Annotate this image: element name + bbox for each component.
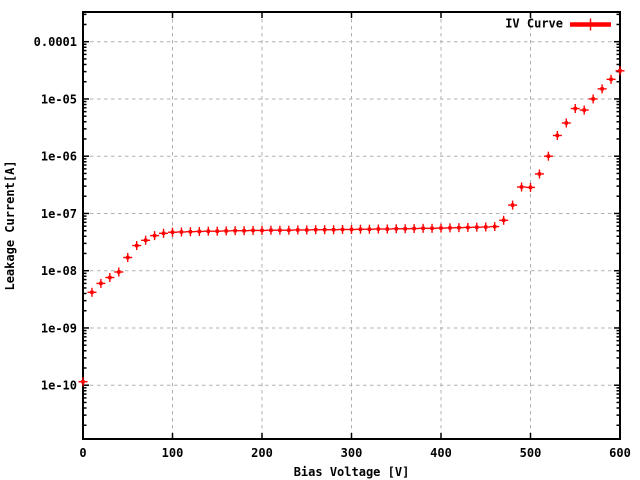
data-point-center <box>573 106 577 111</box>
data-point-center <box>385 227 389 231</box>
data-point-center <box>161 231 166 236</box>
data-point-center <box>412 226 416 231</box>
data-point-center <box>609 77 613 82</box>
data-point-center <box>537 172 542 176</box>
y-axis-title: Leakage Current[A] <box>3 160 17 290</box>
data-point-center <box>591 97 595 101</box>
data-point-center <box>99 281 103 286</box>
data-point-center <box>126 255 130 260</box>
data-point-center <box>430 226 434 231</box>
data-point-center <box>510 203 515 207</box>
data-point-center <box>367 227 372 231</box>
y-tick-label: 1e-10 <box>41 379 77 393</box>
data-point-center <box>260 228 264 233</box>
data-point-center <box>439 226 443 230</box>
grid-lines <box>83 12 620 439</box>
data-point-center <box>305 228 309 232</box>
y-tick-label: 1e-05 <box>41 92 77 106</box>
data-point-center <box>206 229 210 233</box>
data-point-center <box>484 225 488 229</box>
data-point-center <box>233 228 237 233</box>
data-point-center <box>528 185 533 190</box>
data-point-center <box>117 270 121 274</box>
data-point-center <box>331 228 336 232</box>
data-point-center <box>90 290 94 294</box>
data-point-center <box>143 238 148 242</box>
data-point-center <box>618 69 622 73</box>
data-point-center <box>394 227 398 231</box>
data-point-center <box>493 224 497 229</box>
data-point-center <box>269 228 273 232</box>
data-point-center <box>600 87 604 91</box>
x-tick-label: 300 <box>341 446 363 460</box>
legend: IV Curve <box>505 17 611 31</box>
data-point-center <box>224 229 228 233</box>
legend-label: IV Curve <box>505 17 563 31</box>
data-point-center <box>546 154 551 158</box>
data-point-center <box>81 380 85 384</box>
data-point-center <box>251 228 255 233</box>
data-point-center <box>179 230 184 234</box>
data-point-center <box>457 225 461 230</box>
data-point-center <box>296 228 300 232</box>
data-point-center <box>322 228 327 232</box>
data-point-center <box>278 228 282 232</box>
x-tick-label: 0 <box>79 446 86 460</box>
data-point-center <box>197 229 202 234</box>
data-point-center <box>170 230 175 234</box>
x-tick-label: 600 <box>609 446 631 460</box>
data-point-center <box>314 228 318 232</box>
y-tick-label: 0.0001 <box>34 35 77 49</box>
data-point-center <box>215 229 219 233</box>
x-tick-label: 400 <box>430 446 452 460</box>
data-point-center <box>135 243 139 248</box>
data-points <box>78 66 625 387</box>
data-point-center <box>564 121 568 125</box>
axis-ticks <box>82 12 621 439</box>
x-axis-title: Bias Voltage [V] <box>294 465 410 479</box>
data-point-center <box>358 227 363 231</box>
data-point-center <box>582 108 586 112</box>
y-tick-label: 1e-07 <box>41 207 77 221</box>
data-point-center <box>421 226 425 231</box>
y-tick-labels: 0.0001 1e-05 1e-06 1e-07 1e-08 1e-09 1e-10 <box>34 35 77 393</box>
y-tick-label: 1e-08 <box>41 264 77 278</box>
data-point-center <box>340 227 345 232</box>
data-point-center <box>287 228 291 232</box>
legend-marker-center <box>588 22 593 27</box>
x-tick-label: 200 <box>251 446 273 460</box>
data-point-center <box>152 233 157 238</box>
data-point-center <box>188 230 193 234</box>
x-tick-label: 100 <box>162 446 184 460</box>
data-point-center <box>555 133 560 138</box>
y-tick-label: 1e-06 <box>41 150 77 164</box>
data-point-center <box>242 228 246 233</box>
data-point-center <box>349 227 354 232</box>
data-point-center <box>108 275 112 280</box>
data-point-center <box>475 225 479 229</box>
data-point-center <box>519 185 524 189</box>
data-point-center <box>501 218 506 222</box>
data-point-center <box>448 226 452 230</box>
data-point-center <box>403 227 407 231</box>
x-tick-label: 500 <box>520 446 542 460</box>
y-tick-label: 1e-09 <box>41 321 77 335</box>
data-point-center <box>376 227 381 231</box>
x-tick-labels: 0 100 200 300 400 500 600 <box>79 446 630 460</box>
data-point-center <box>466 225 470 230</box>
